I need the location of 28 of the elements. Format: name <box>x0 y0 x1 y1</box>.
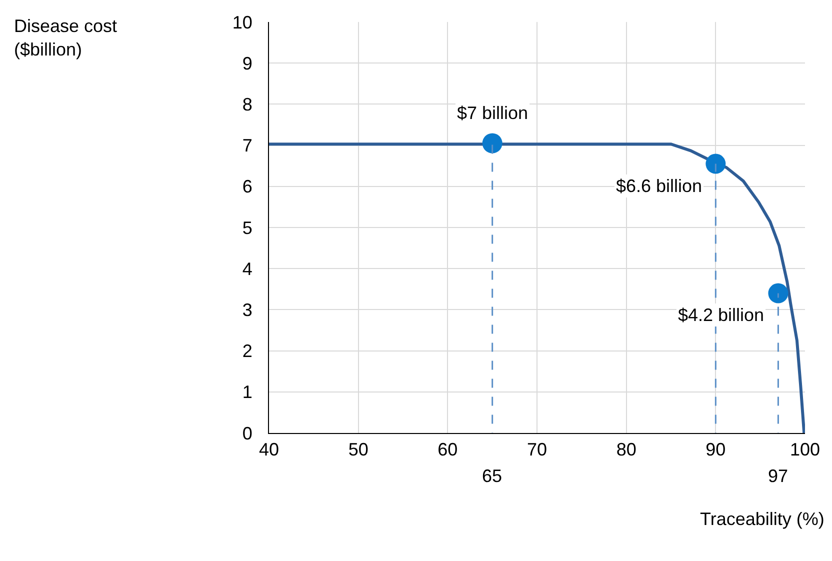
y-tick-label: 0 <box>242 423 252 444</box>
y-tick-label: 6 <box>242 176 252 197</box>
point <box>482 133 502 154</box>
ref-line-label: 97 <box>768 466 788 486</box>
annotation: $6.6 billion <box>616 176 702 196</box>
x-tick-label: 80 <box>616 440 636 460</box>
point <box>768 283 788 304</box>
text: Disease cost ($billion) <box>14 16 118 60</box>
y-tick-label: 7 <box>242 136 252 156</box>
x-tick-label: 70 <box>526 440 548 460</box>
x-tick-label: 40 <box>258 440 280 460</box>
y-tick-label: 1 <box>242 382 252 402</box>
point <box>706 154 726 174</box>
ref-line-label: 65 <box>482 466 502 486</box>
y-tick-label: 3 <box>242 300 252 320</box>
y-tick-label: 5 <box>242 218 252 238</box>
y-tick-label: 4 <box>242 258 252 279</box>
annotation: $4.2 billion <box>678 305 764 325</box>
y-tick-label: 10 <box>232 12 252 32</box>
x-axis-title: Traceability (%) <box>700 509 824 529</box>
y-tick-label: 8 <box>242 94 252 114</box>
x-tick-label: 100 <box>790 440 820 460</box>
annotation: $7 billion <box>457 103 528 123</box>
x-tick-label: 50 <box>348 440 368 460</box>
x-tick-label: 90 <box>706 440 726 460</box>
x-tick-label: 60 <box>438 440 458 460</box>
y-tick-label: 9 <box>242 53 252 74</box>
y-tick-label: 2 <box>242 341 252 362</box>
